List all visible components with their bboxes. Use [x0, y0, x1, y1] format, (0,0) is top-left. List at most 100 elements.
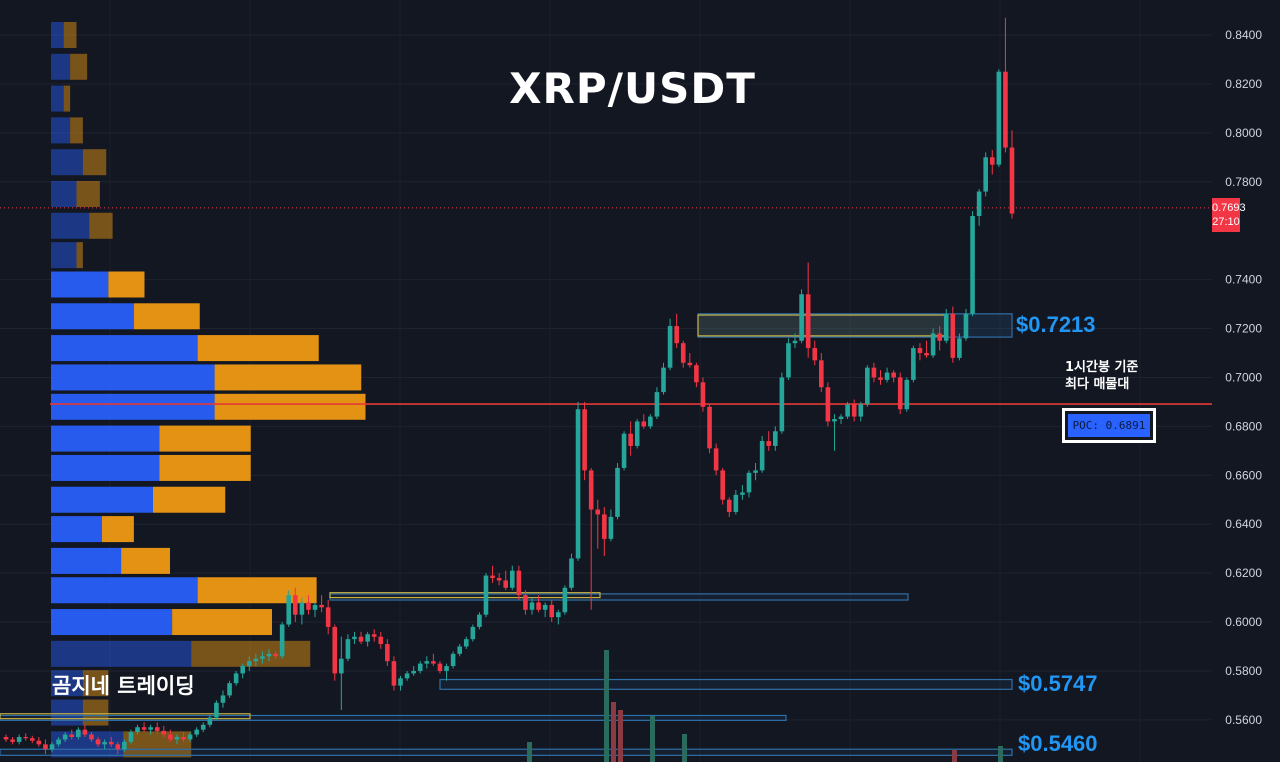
candle-body-62	[411, 670, 416, 674]
vp-up-bar-8	[51, 271, 109, 298]
candle-body-53	[352, 636, 357, 640]
candle-body-19	[128, 732, 134, 742]
candle-body-89	[588, 470, 594, 510]
candle-body-46	[306, 602, 311, 610]
candle-body-38	[253, 658, 259, 662]
candle-body-97	[641, 421, 647, 427]
vp-up-bar-22	[51, 699, 83, 726]
candle-body-125	[825, 387, 831, 422]
candle-body-73	[483, 575, 489, 615]
vp-up-bar-6	[51, 212, 90, 239]
candle-body-84	[556, 612, 561, 618]
candle-body-4	[29, 738, 35, 741]
zone-box-0.5460	[0, 748, 1013, 756]
vp-down-bar-17	[121, 547, 170, 574]
candle-body-115	[759, 441, 765, 471]
bar-countdown: 27:10	[1212, 216, 1240, 228]
candle-body-139	[917, 348, 923, 353]
vp-up-bar-12	[51, 393, 215, 420]
vp-up-bar-14	[51, 454, 160, 481]
candle-body-99	[654, 392, 660, 417]
chart-title: XRP/USDT	[509, 64, 756, 113]
candle-body-13	[89, 734, 94, 740]
candle-body-118	[779, 377, 785, 432]
candle-body-58	[385, 644, 390, 662]
candle-body-152	[1003, 71, 1008, 148]
candle-body-78	[516, 570, 522, 596]
candle-body-15	[102, 741, 107, 745]
candle-body-138	[911, 348, 916, 380]
candle-body-31	[207, 717, 213, 725]
y-tick-label-12: 0.5800	[1225, 664, 1262, 678]
candle-body-21	[141, 727, 147, 730]
candle-body-71	[470, 626, 476, 640]
candle-body-56	[371, 634, 377, 637]
candle-body-141	[930, 333, 936, 356]
candle-body-104	[687, 362, 693, 366]
candle-body-32	[214, 702, 219, 718]
candle-body-82	[542, 604, 548, 610]
candle-body-25	[168, 734, 173, 740]
candle-body-18	[122, 741, 127, 750]
vp-down-bar-18	[197, 577, 317, 604]
poc-label-box[interactable]: POC: 0.6891	[1062, 408, 1156, 443]
vp-down-bar-5	[76, 180, 100, 207]
candle-body-23	[154, 727, 160, 731]
candle-body-41	[273, 653, 278, 657]
candle-body-111	[733, 494, 739, 512]
candle-body-51	[339, 658, 344, 674]
candle-body-43	[286, 595, 292, 625]
candle-body-72	[477, 614, 482, 627]
candle-body-79	[523, 595, 528, 610]
candle-body-22	[148, 727, 153, 730]
candle-body-68	[450, 653, 456, 667]
candle-body-20	[135, 727, 140, 733]
vp-down-bar-2	[63, 85, 71, 112]
y-tick-label-3: 0.7800	[1225, 175, 1262, 189]
candle-body-119	[786, 343, 791, 378]
vp-down-bar-23	[123, 731, 192, 758]
vp-up-bar-10	[51, 335, 198, 362]
candle-body-7	[49, 744, 55, 750]
candle-body-129	[851, 404, 857, 417]
candle-body-106	[700, 382, 706, 407]
candle-body-150	[989, 157, 995, 165]
candle-body-69	[457, 646, 462, 654]
candle-body-143	[943, 313, 949, 341]
candle-body-142	[937, 333, 942, 341]
candle-body-59	[391, 661, 397, 686]
candle-body-98	[648, 416, 653, 427]
vp-down-bar-19	[172, 609, 272, 636]
vp-down-bar-22	[82, 699, 109, 726]
candle-body-127	[838, 416, 844, 420]
candle-body-0	[3, 737, 9, 740]
y-tick-label-1: 0.8200	[1225, 77, 1262, 91]
candle-body-5	[36, 740, 42, 745]
candle-body-135	[891, 372, 896, 378]
y-tick-label-6: 0.7000	[1225, 370, 1262, 384]
candle-body-109	[720, 470, 725, 500]
y-tick-label-0: 0.8400	[1225, 28, 1262, 42]
candle-body-153	[1009, 147, 1015, 214]
y-tick-label-7: 0.6800	[1225, 419, 1262, 433]
vp-down-bar-8	[108, 271, 145, 298]
candle-body-26	[174, 737, 180, 740]
candle-body-86	[569, 558, 574, 588]
candle-body-110	[726, 499, 732, 512]
vp-up-bar-7	[51, 242, 77, 269]
vp-down-bar-3	[70, 117, 83, 144]
candle-body-88	[582, 409, 587, 471]
candle-body-14	[95, 739, 101, 745]
vp-down-bar-12	[214, 393, 366, 420]
price-axis[interactable]: 0.8400 0.8200 0.8000 0.7800 0.7400 0.7200 0.70…	[1225, 28, 1262, 727]
candle-body-34	[227, 683, 232, 696]
candle-body-65	[431, 661, 436, 664]
candle-body-55	[365, 634, 370, 642]
candle-body-10	[69, 734, 75, 738]
candle-body-67	[444, 666, 449, 671]
zone-yellow-0.61	[329, 592, 601, 599]
vp-down-bar-21	[82, 670, 109, 697]
volume-bar-2	[618, 710, 623, 762]
candle-body-145	[957, 338, 962, 358]
